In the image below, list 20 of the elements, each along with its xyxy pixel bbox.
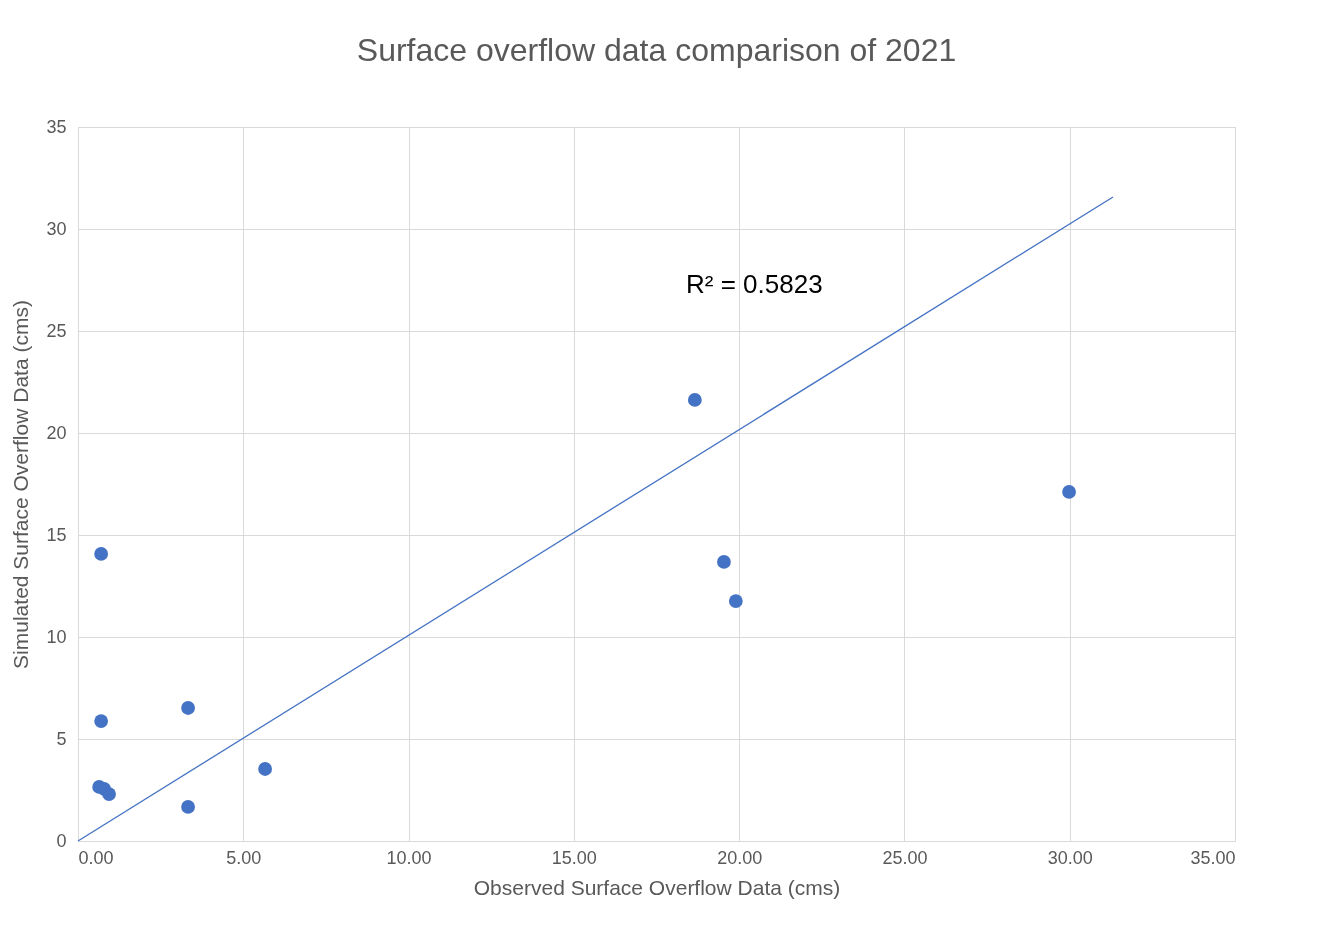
x-tick-label: 35.00 (1190, 847, 1236, 868)
x-tick-label: 5.00 (226, 847, 262, 868)
y-tick-label: 5 (56, 728, 67, 749)
x-tick-label: 0.00 (78, 847, 114, 868)
y-tick-label: 30 (46, 218, 67, 239)
y-tick-label: 15 (46, 524, 67, 545)
x-tick-label: 20.00 (717, 847, 763, 868)
y-tick-label: 10 (46, 626, 67, 647)
x-axis-title: Observed Surface Overflow Data (cms) (473, 875, 841, 899)
x-tick-label: 30.00 (1047, 847, 1093, 868)
y-tick-label: 25 (46, 320, 67, 341)
y-axis-title: Simulated Surface Overflow Data (cms) (9, 300, 33, 669)
y-tick-label: 20 (46, 422, 67, 443)
annotation: R² = 0.5823 (686, 269, 823, 299)
x-tick-label: 10.00 (386, 847, 432, 868)
x-tick-label: 25.00 (882, 847, 928, 868)
x-tick-label: 15.00 (551, 847, 597, 868)
y-tick-label: 0 (56, 830, 67, 851)
y-tick-label: 35 (46, 116, 67, 137)
chart-title: Surface overflow data comparison of 2021 (356, 32, 957, 68)
